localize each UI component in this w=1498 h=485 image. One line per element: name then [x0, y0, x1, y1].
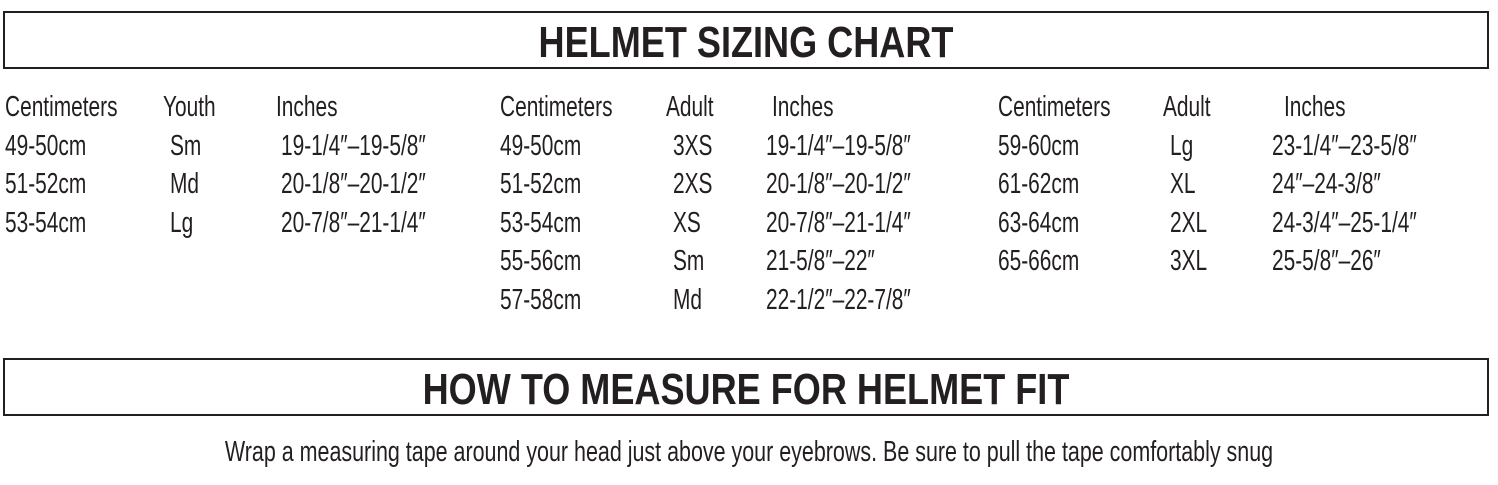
table-cell-size: Sm	[170, 129, 202, 162]
table-cell-inches: 21-5/8″–22″	[766, 245, 875, 277]
column-header-inches: Inches	[276, 91, 338, 123]
table-cell-centimeters: 63-64cm	[998, 206, 1080, 239]
table-cell-inches: 24-3/4″–25-1/4″	[1272, 206, 1417, 239]
table-cell-size: 3XL	[1170, 245, 1208, 277]
table-cell-centimeters: 49-50cm	[500, 129, 582, 162]
table-cell-inches: 22-1/2″–22-7/8″	[766, 283, 911, 316]
table-cell-inches: 20-1/8″–20-1/2″	[281, 168, 426, 200]
table-cell-size: Lg	[1170, 129, 1194, 162]
table-cell-size: Sm	[673, 245, 705, 277]
column-header-size: Youth	[163, 91, 216, 123]
measure-header: HOW TO MEASURE FOR HELMET FIT	[3, 358, 1489, 416]
table-cell-inches: 19-1/4″–19-5/8″	[766, 129, 911, 162]
measure-title: HOW TO MEASURE FOR HELMET FIT	[422, 365, 1070, 414]
table-cell-inches: 24″–24-3/8″	[1272, 168, 1381, 200]
table-cell-size: 3XS	[673, 129, 713, 162]
sizing-chart-title: HELMET SIZING CHART	[538, 18, 954, 67]
table-cell-centimeters: 51-52cm	[5, 168, 87, 200]
table-cell-inches: 20-7/8″–21-1/4″	[281, 206, 426, 239]
sizing-chart-header: HELMET SIZING CHART	[3, 11, 1489, 69]
table-cell-centimeters: 51-52cm	[500, 168, 582, 200]
column-header-inches: Inches	[1284, 91, 1346, 123]
table-cell-centimeters: 59-60cm	[998, 129, 1080, 162]
table-cell-centimeters: 57-58cm	[500, 283, 582, 316]
table-cell-inches: 23-1/4″–23-5/8″	[1272, 129, 1417, 162]
table-cell-centimeters: 55-56cm	[500, 245, 582, 277]
table-cell-inches: 25-5/8″–26″	[1272, 245, 1381, 277]
table-cell-size: XS	[673, 206, 701, 239]
table-cell-centimeters: 61-62cm	[998, 168, 1080, 200]
table-cell-inches: 20-7/8″–21-1/4″	[766, 206, 911, 239]
column-header-inches: Inches	[772, 91, 834, 123]
table-cell-size: Md	[673, 283, 703, 316]
table-cell-size: Lg	[170, 206, 194, 239]
table-cell-inches: 20-1/8″–20-1/2″	[766, 168, 911, 200]
measure-instructions: Wrap a measuring tape around your head j…	[224, 436, 1274, 468]
table-cell-centimeters: 65-66cm	[998, 245, 1080, 277]
column-header-size: Adult	[1163, 91, 1211, 123]
table-cell-size: XL	[1170, 168, 1196, 200]
column-header-centimeters: Centimeters	[500, 91, 613, 123]
table-cell-centimeters: 53-54cm	[5, 206, 87, 239]
column-header-size: Adult	[666, 91, 714, 123]
table-cell-size: Md	[170, 168, 200, 200]
table-cell-centimeters: 53-54cm	[500, 206, 582, 239]
column-header-centimeters: Centimeters	[998, 91, 1111, 123]
table-cell-centimeters: 49-50cm	[5, 129, 87, 162]
table-cell-inches: 19-1/4″–19-5/8″	[281, 129, 426, 162]
table-cell-size: 2XL	[1170, 206, 1208, 239]
table-cell-size: 2XS	[673, 168, 713, 200]
column-header-centimeters: Centimeters	[5, 91, 118, 123]
